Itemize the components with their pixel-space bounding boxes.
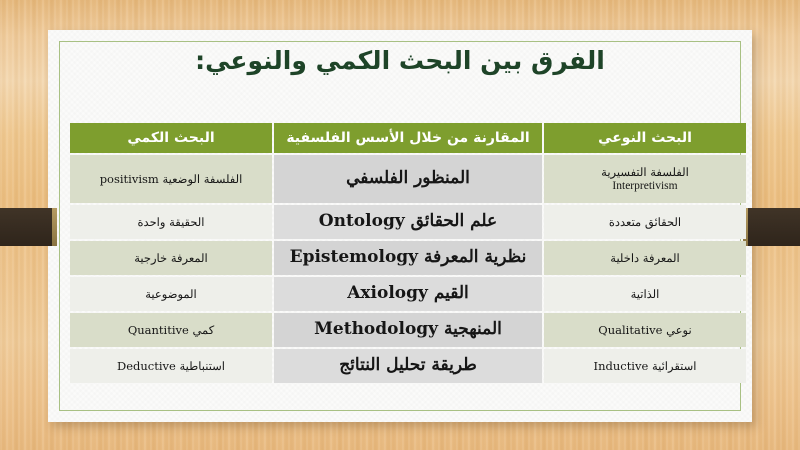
cell-quantitative-axiology: الموضوعية xyxy=(70,277,272,311)
cell-comparison-analysis-method: طريقة تحليل النتائج xyxy=(274,349,542,383)
table-row: نوعي Qualitative المنهجية Methodology كم… xyxy=(70,313,746,347)
cell-qualitative-axiology: الذاتية xyxy=(544,277,746,311)
cell-text-line2: Interpretivism xyxy=(612,180,678,192)
table-row: الحقائق متعددة علم الحقائق Ontology الحق… xyxy=(70,205,746,239)
cell-quantitative-epistemology: المعرفة خارجية xyxy=(70,241,272,275)
cell-qualitative-analysis-method: استقرائية Inductive xyxy=(544,349,746,383)
cell-qualitative-philosophical-perspective: الفلسفة التفسيرية Interpretivism xyxy=(544,155,746,203)
cell-qualitative-epistemology: المعرفة داخلية xyxy=(544,241,746,275)
cell-qualitative-ontology: الحقائق متعددة xyxy=(544,205,746,239)
table-row: الفلسفة التفسيرية Interpretivism المنظور… xyxy=(70,155,746,203)
header-comparison[interactable]: المقارنة من خلال الأسس الفلسفية xyxy=(274,123,542,153)
cell-quantitative-analysis-method: استنباطية Deductive xyxy=(70,349,272,383)
cell-qualitative-methodology: نوعي Qualitative xyxy=(544,313,746,347)
header-qualitative[interactable]: البحث النوعي xyxy=(544,123,746,153)
header-quantitative[interactable]: البحث الكمي xyxy=(70,123,272,153)
page-title: الفرق بين البحث الكمي والنوعي: xyxy=(195,46,605,75)
cell-quantitative-philosophical-perspective: الفلسفة الوضعية positivism xyxy=(70,155,272,203)
table-header-row: البحث النوعي المقارنة من خلال الأسس الفل… xyxy=(70,123,746,153)
ribbon-decoration-right xyxy=(743,208,800,246)
cell-comparison-methodology: المنهجية Methodology xyxy=(274,313,542,347)
cell-comparison-ontology: علم الحقائق Ontology xyxy=(274,205,542,239)
table-row: الذاتية القيم Axiology الموضوعية xyxy=(70,277,746,311)
table-row: استقرائية Inductive طريقة تحليل النتائج … xyxy=(70,349,746,383)
table-row: المعرفة داخلية نظرية المعرفة Epistemolog… xyxy=(70,241,746,275)
comparison-table: البحث النوعي المقارنة من خلال الأسس الفل… xyxy=(68,121,748,385)
cell-quantitative-methodology: كمي Quantitive xyxy=(70,313,272,347)
cell-comparison-axiology: القيم Axiology xyxy=(274,277,542,311)
cell-comparison-epistemology: نظرية المعرفة Epistemology xyxy=(274,241,542,275)
ribbon-decoration-left xyxy=(0,208,57,246)
cell-quantitative-ontology: الحقيقة واحدة xyxy=(70,205,272,239)
cell-text-line1: الفلسفة التفسيرية xyxy=(601,164,689,179)
cell-comparison-philosophical-perspective: المنظور الفلسفي xyxy=(274,155,542,203)
